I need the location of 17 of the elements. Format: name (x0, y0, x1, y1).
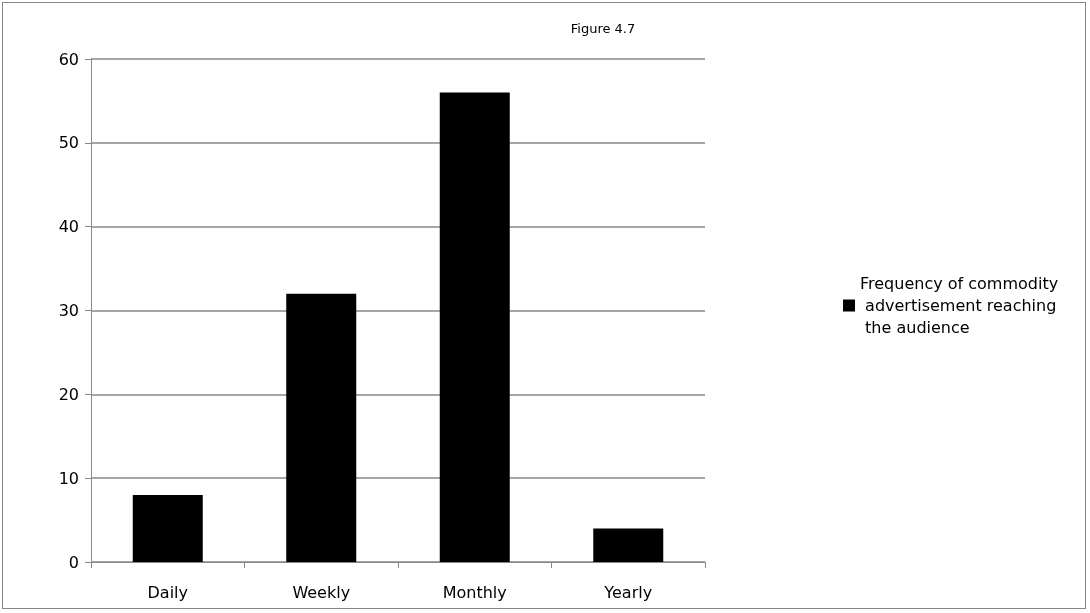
y-tick-label: 60 (58, 49, 79, 69)
x-tick-label: Yearly (603, 582, 653, 602)
y-tick-label: 20 (58, 384, 79, 404)
bar (286, 293, 357, 562)
y-tick-label: 40 (58, 217, 79, 237)
bar (439, 92, 510, 562)
bar (132, 494, 203, 562)
y-tick-label: 10 (58, 468, 79, 488)
y-tick-label: 50 (58, 133, 79, 153)
x-tick-label: Monthly (442, 582, 507, 602)
y-tick-label: 0 (68, 552, 79, 572)
legend-label: Frequency of commodity advertisement reaching the audience (860, 274, 1059, 337)
chart-title: Figure 4.7 (570, 21, 636, 36)
y-tick-label: 30 (58, 301, 79, 320)
x-tick-label: Daily (147, 582, 188, 602)
x-tick-label: Weekly (292, 582, 351, 602)
bar (593, 528, 664, 562)
